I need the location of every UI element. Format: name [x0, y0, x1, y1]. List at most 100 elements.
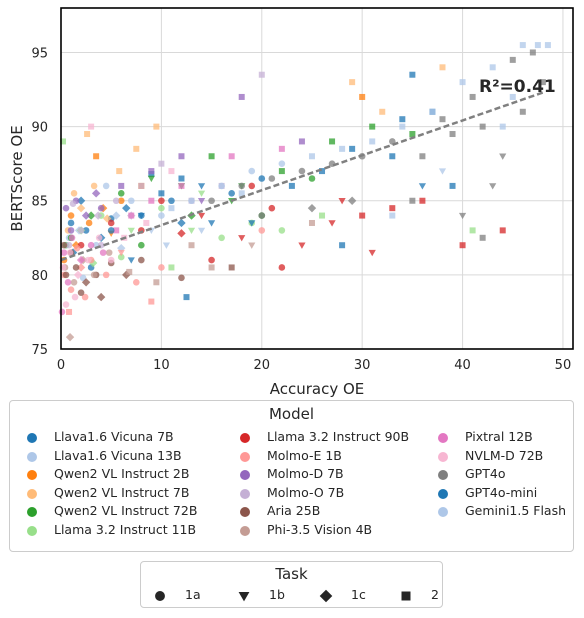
data-point	[158, 190, 165, 197]
data-point	[349, 145, 356, 152]
task-legend-label: 2	[431, 587, 439, 602]
legend-swatch-dot	[240, 507, 250, 517]
data-point	[117, 249, 125, 257]
data-point	[278, 227, 286, 234]
data-point	[409, 197, 416, 204]
data-point	[90, 182, 98, 190]
data-point	[197, 183, 206, 190]
model-legend-label: Qwen2 VL Instruct 72B	[54, 503, 198, 518]
data-point	[138, 182, 145, 189]
legend-swatch-dot	[27, 488, 37, 499]
data-point	[158, 204, 165, 212]
data-point	[268, 204, 276, 212]
data-point	[67, 286, 75, 293]
data-point	[88, 123, 95, 130]
data-point	[359, 93, 366, 100]
data-point	[328, 220, 336, 227]
data-point	[178, 182, 185, 189]
data-point	[399, 123, 406, 130]
legend-swatch-dot	[240, 470, 250, 480]
data-point	[208, 153, 215, 160]
data-point	[258, 175, 266, 182]
legend-swatch-dot	[240, 525, 250, 536]
data-point	[369, 123, 376, 130]
data-point	[81, 211, 91, 220]
task-legend: Task 1a 1b 1c 2	[140, 561, 443, 608]
data-point	[534, 42, 541, 49]
data-point	[91, 189, 101, 198]
data-point	[399, 116, 406, 123]
data-point	[117, 190, 125, 197]
data-point	[138, 212, 145, 219]
data-point	[419, 197, 426, 204]
task-marker-shape	[401, 591, 411, 601]
data-point	[339, 242, 346, 249]
data-point	[248, 220, 256, 227]
data-point	[65, 241, 73, 249]
data-point	[439, 116, 446, 123]
data-point	[449, 182, 456, 189]
data-point	[197, 227, 206, 234]
model-legend-label: NVLM-D 72B	[465, 447, 544, 463]
data-point	[96, 292, 106, 302]
model-legend-label: Molmo-E 1B	[267, 447, 342, 463]
data-point	[207, 220, 216, 227]
data-point	[66, 249, 74, 256]
data-point	[76, 203, 86, 213]
data-point	[248, 242, 256, 249]
data-point	[268, 175, 276, 182]
data-point	[278, 160, 286, 167]
model-legend-label: Molmo-D 7B	[267, 466, 344, 481]
data-point	[319, 168, 326, 175]
data-points	[58, 42, 551, 342]
data-point	[439, 64, 446, 71]
data-point	[66, 308, 73, 315]
model-legend-label: Phi-3.5 Vision 4B	[267, 521, 373, 537]
legend-swatch	[438, 488, 448, 499]
x-axis-label: Accuracy OE	[270, 380, 365, 398]
data-point	[409, 131, 416, 138]
legend-swatch-dot	[27, 507, 37, 517]
task-legend-label: 1a	[185, 587, 201, 602]
data-point	[148, 168, 155, 175]
data-point	[248, 167, 256, 175]
data-point	[509, 93, 516, 100]
data-point	[258, 212, 266, 219]
data-point	[298, 138, 305, 145]
data-point	[278, 145, 285, 152]
data-point	[162, 242, 171, 249]
data-point	[107, 256, 115, 264]
data-point	[168, 197, 175, 205]
x-tick-label: 30	[354, 358, 371, 373]
data-point	[76, 196, 86, 205]
task-marker-triangle-down-icon	[238, 591, 250, 602]
legend-swatch	[27, 488, 37, 499]
model-legend-label: Llava1.6 Vicuna 7B	[54, 429, 174, 444]
data-point	[368, 249, 376, 257]
model-legend-label: GPT4o-mini	[465, 484, 538, 500]
data-point	[208, 264, 215, 271]
data-point	[73, 244, 81, 252]
legend-swatch	[27, 525, 37, 536]
data-point	[197, 190, 206, 197]
data-point	[499, 227, 506, 234]
legend-swatch-dot	[27, 470, 37, 480]
data-point	[76, 263, 86, 272]
data-point	[87, 241, 95, 249]
data-point	[178, 274, 185, 282]
plot-frame	[60, 7, 574, 350]
data-point	[62, 204, 70, 212]
data-point	[238, 235, 246, 242]
task-legend-label: 1b	[269, 587, 285, 602]
data-point	[418, 183, 427, 190]
data-point	[228, 153, 235, 160]
data-point	[208, 256, 215, 264]
data-point	[519, 42, 526, 49]
data-point	[458, 212, 467, 220]
model-legend-label: Qwen2 VL Instruct 2B	[54, 466, 190, 481]
data-point	[519, 108, 526, 115]
legend-swatch-dot	[240, 433, 250, 443]
data-point	[539, 79, 546, 86]
grid-lines	[60, 8, 573, 350]
data-point	[544, 42, 551, 49]
